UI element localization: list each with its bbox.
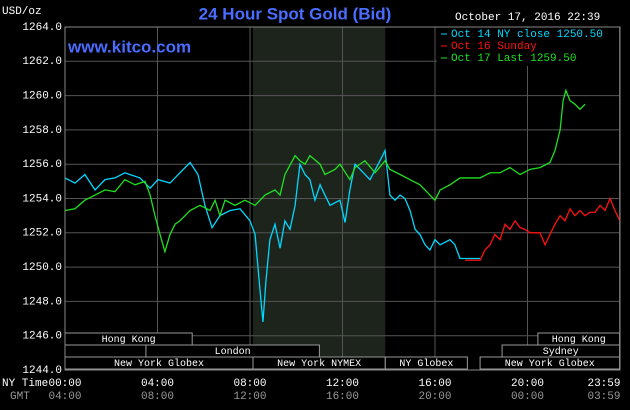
session-label: NY Globex [399, 358, 453, 370]
y-tick-label: 1252.0 [22, 228, 62, 240]
y-tick-label: 1246.0 [22, 331, 62, 343]
legend-label: Oct 16 Sunday [451, 41, 537, 53]
subtitle: www.kitco.com [67, 37, 191, 56]
x2-tick-label: 20:00 [418, 391, 451, 403]
y-tick-label: 1258.0 [22, 125, 62, 137]
price-line [465, 196, 621, 261]
lines [64, 88, 621, 323]
legend-box [437, 28, 619, 66]
price-line [64, 148, 481, 323]
plot-frame [64, 26, 621, 371]
x-tick-label: 23:59 [587, 378, 620, 390]
y-tick-label: 1250.0 [22, 262, 62, 274]
x2-tick-label: 16:00 [326, 391, 359, 403]
session-label: Hong Kong [102, 335, 156, 346]
legend-label: Oct 14 NY close 1250.50 [451, 29, 603, 41]
session-label: Hong Kong [552, 335, 606, 346]
timestamp: October 17, 2016 22:39 [455, 12, 600, 24]
y-tick-label: 1260.0 [22, 91, 62, 103]
x-tick-label: 12:00 [326, 378, 359, 390]
session-label: New York Globex [114, 358, 204, 370]
chart-title: 24 Hour Spot Gold (Bid) [199, 4, 392, 23]
x-tick-label: 04:00 [141, 378, 174, 390]
x-tick-label: 16:00 [418, 378, 451, 390]
y-tick-label: 1256.0 [22, 159, 62, 171]
x2-tick-label: 12:00 [233, 391, 266, 403]
y-tick-label: 1254.0 [22, 193, 62, 205]
x2-axis-label: GMT [10, 391, 30, 403]
legend-label: Oct 17 Last 1259.50 [451, 53, 576, 65]
session-box [384, 356, 468, 370]
y-tick-label: 1264.0 [22, 22, 62, 34]
x2-tick-label: 03:59 [587, 391, 620, 403]
x2-tick-label: 04:00 [48, 391, 81, 403]
session-label: London [215, 346, 251, 358]
x-tick-label: 00:00 [48, 378, 81, 390]
y-tick-label: 1248.0 [22, 296, 62, 308]
session-label: Sydney [543, 346, 579, 358]
x-tick-label: 20:00 [511, 378, 544, 390]
y-tick-label: 1244.0 [22, 365, 62, 377]
y-tick-label: 1262.0 [22, 56, 62, 68]
price-line [64, 88, 586, 254]
y-axis-label: USD/oz [2, 6, 42, 18]
session-label: New York Globex [505, 358, 595, 370]
session-label: New York NYMEX [277, 358, 361, 370]
x2-tick-label: 00:00 [511, 391, 544, 403]
x2-tick-label: 08:00 [141, 391, 174, 403]
x-axis-label: NY Time [2, 378, 48, 390]
x-tick-label: 08:00 [233, 378, 266, 390]
